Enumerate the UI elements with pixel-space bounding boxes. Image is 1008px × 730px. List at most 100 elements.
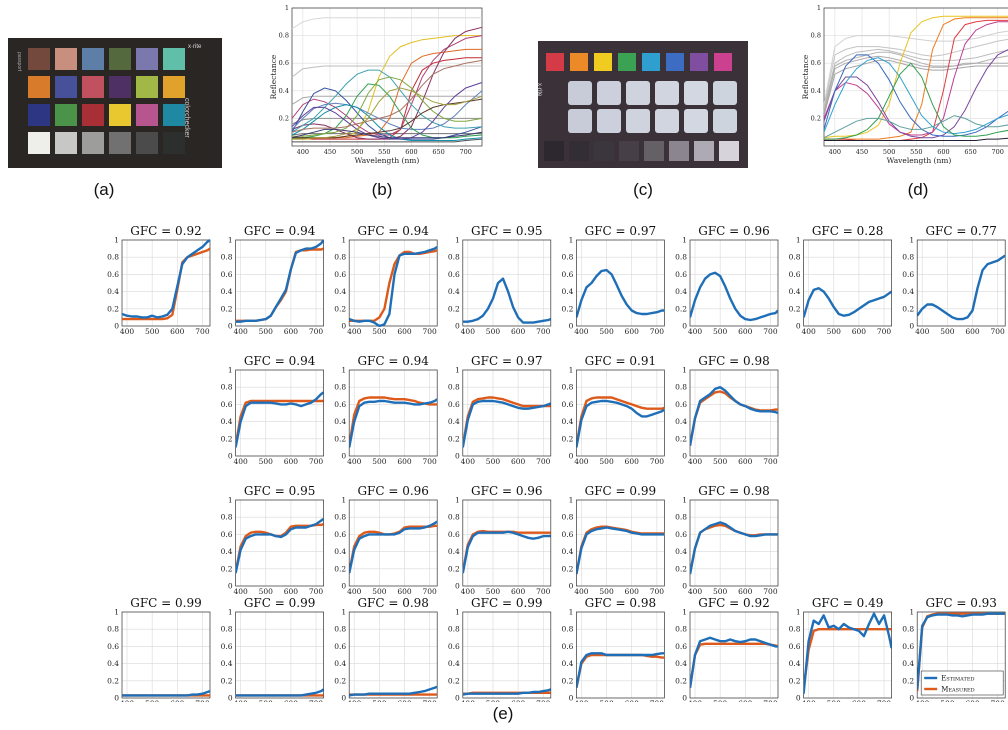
series-line-d-2 xyxy=(823,48,1008,111)
tick-label-x: 700 xyxy=(536,327,551,336)
tick-label-x: 700 xyxy=(195,327,210,336)
gfc-title: GFC = 0.49 xyxy=(812,596,884,610)
axes-frame xyxy=(235,499,324,587)
estimated-line xyxy=(349,398,438,448)
gfc-subplot-r3-c4: GFC = 0.98 400 500 600 700 0 0.2 0.4 0.6 0.8 1 xyxy=(561,596,665,702)
tick-label-y: 1 xyxy=(341,496,346,505)
swatch-c-grey-1-2 xyxy=(626,109,650,133)
swatch-a-3-4 xyxy=(136,132,158,154)
tick-label-y: 0.8 xyxy=(789,625,801,634)
tick-label-x-b-6: 700 xyxy=(460,148,472,156)
tick-label-y: 0.4 xyxy=(675,287,687,296)
tick-label-y: 0 xyxy=(909,322,914,331)
tick-label-x: 500 xyxy=(372,457,387,466)
tick-label-x: 600 xyxy=(738,327,753,336)
measured-line xyxy=(690,642,778,688)
swatch-a-1-0 xyxy=(28,76,50,98)
estimated-line xyxy=(576,652,665,688)
tick-label-y: 0.6 xyxy=(448,270,460,279)
tick-label-x: 600 xyxy=(625,457,640,466)
swatch-a-2-5 xyxy=(163,104,185,126)
tick-label-x: 500 xyxy=(145,327,160,336)
gfc-title: GFC = 0.95 xyxy=(471,224,543,238)
tick-label-y: 0.4 xyxy=(675,417,687,426)
tick-label-y: 0 xyxy=(341,582,346,591)
tick-label-y: 0 xyxy=(228,694,233,703)
tick-label-y-b-3: 0.8 xyxy=(279,32,289,40)
gfc-subplot-r0-c0: GFC = 0.92 400 500 600 700 0 0.2 0.4 0.6 0.8 1 xyxy=(107,224,211,336)
estimated-line xyxy=(690,271,778,322)
gfc-subplot-r3-c3: GFC = 0.99 400 500 600 700 0 0.2 0.4 0.6 0.8 1 xyxy=(448,596,552,703)
caption-e: (e) xyxy=(492,704,514,723)
gfc-title: GFC = 0.94 xyxy=(357,354,429,368)
axes-frame xyxy=(235,239,324,327)
tick-label-y-d-4: 1 xyxy=(817,4,821,12)
axes-frame xyxy=(576,369,665,457)
tick-label-y: 0.6 xyxy=(561,270,573,279)
gfc-subplot-r3-c6: GFC = 0.49 400 500 600 700 0 0.2 0.4 0.6 0.8 1 xyxy=(789,596,892,702)
swatch-c-bottom-6 xyxy=(694,141,714,161)
brand-logo-c: x·rite xyxy=(536,83,542,97)
gfc-subplot-r1-c5: GFC = 0.98 400 500 600 700 0 0.2 0.4 0.6 0.8 1 xyxy=(675,354,779,466)
tick-label-x-b-1: 450 xyxy=(324,148,336,156)
gfc-title: GFC = 0.98 xyxy=(698,484,770,498)
caption-c: (c) xyxy=(633,180,653,199)
tick-label-x: 600 xyxy=(511,587,526,596)
estimated-line xyxy=(462,688,551,696)
tick-label-x-b-5: 650 xyxy=(432,148,444,156)
gfc-subplot-r0-c6: GFC = 0.28 400 500 600 700 0 0.2 0.4 0.6 0.8 1 xyxy=(789,224,892,336)
tick-label-y: 0 xyxy=(796,322,801,331)
tick-label-y: 0.6 xyxy=(561,400,573,409)
tick-label-y: 0 xyxy=(455,694,460,703)
tick-label-y: 0.4 xyxy=(789,287,801,296)
tick-label-y: 0.2 xyxy=(221,564,233,573)
tick-label-y-b-0: 0.2 xyxy=(279,114,289,122)
gfc-title: GFC = 0.92 xyxy=(130,224,202,238)
tick-label-x: 500 xyxy=(486,587,501,596)
axes-frame xyxy=(803,611,892,699)
tick-label-y: 1 xyxy=(682,366,687,375)
tick-label-y: 0 xyxy=(455,452,460,461)
tick-label-x: 600 xyxy=(397,457,412,466)
tick-label-y: 0.8 xyxy=(334,513,346,522)
swatch-c-top-4 xyxy=(642,53,660,71)
tick-label-y: 1 xyxy=(228,608,233,617)
axes-frame xyxy=(576,499,665,587)
axes-frame xyxy=(462,239,552,327)
gfc-title: GFC = 0.77 xyxy=(925,224,997,238)
gfc-subplot-r3-c1: GFC = 0.99 400 500 600 700 0 0.2 0.4 0.6 0.8 1 xyxy=(221,596,324,702)
tick-label-y: 0.6 xyxy=(675,530,687,539)
swatch-c-grey-0-0 xyxy=(568,81,592,105)
tick-label-y: 0.6 xyxy=(448,400,460,409)
xlabel-d: Wavelength (nm) xyxy=(887,156,952,165)
gfc-subplot-r0-c2: GFC = 0.94 400 500 600 700 0 0.2 0.4 0.6 0.8 1 xyxy=(334,224,438,336)
tick-label-y: 0.2 xyxy=(448,304,460,313)
tick-label-y: 0.6 xyxy=(902,642,914,651)
tick-label-y: 0 xyxy=(796,694,801,703)
tick-label-x: 500 xyxy=(259,587,274,596)
tick-label-y: 0.4 xyxy=(561,287,573,296)
tick-label-y: 0.6 xyxy=(789,642,801,651)
tick-label-y: 0.6 xyxy=(902,270,914,279)
swatch-c-bottom-7 xyxy=(719,141,739,161)
series-line-d-5 xyxy=(823,59,1008,116)
tick-label-y: 0.8 xyxy=(448,383,460,392)
tick-label-y: 0.2 xyxy=(675,676,687,685)
tick-label-y: 0.6 xyxy=(675,400,687,409)
tick-label-y: 0 xyxy=(228,582,233,591)
tick-label-x: 600 xyxy=(738,699,753,702)
photo-a-colorchecker: x·rite colorchecker passport xyxy=(8,38,222,168)
swatch-c-grey-0-1 xyxy=(597,81,621,105)
swatch-c-grey-1-4 xyxy=(684,109,708,133)
tick-label-x: 500 xyxy=(486,327,501,336)
tick-label-x: 500 xyxy=(827,699,842,702)
tick-label-x: 700 xyxy=(536,699,551,702)
estimated-line xyxy=(462,277,551,324)
tick-label-x: 600 xyxy=(397,699,412,702)
swatch-a-0-1 xyxy=(55,48,77,70)
axes-frame xyxy=(689,611,779,699)
tick-label-x: 600 xyxy=(625,699,640,702)
tick-label-y: 0.4 xyxy=(675,659,687,668)
series-line-b-10 xyxy=(291,26,483,140)
tick-label-y: 0.4 xyxy=(561,547,573,556)
